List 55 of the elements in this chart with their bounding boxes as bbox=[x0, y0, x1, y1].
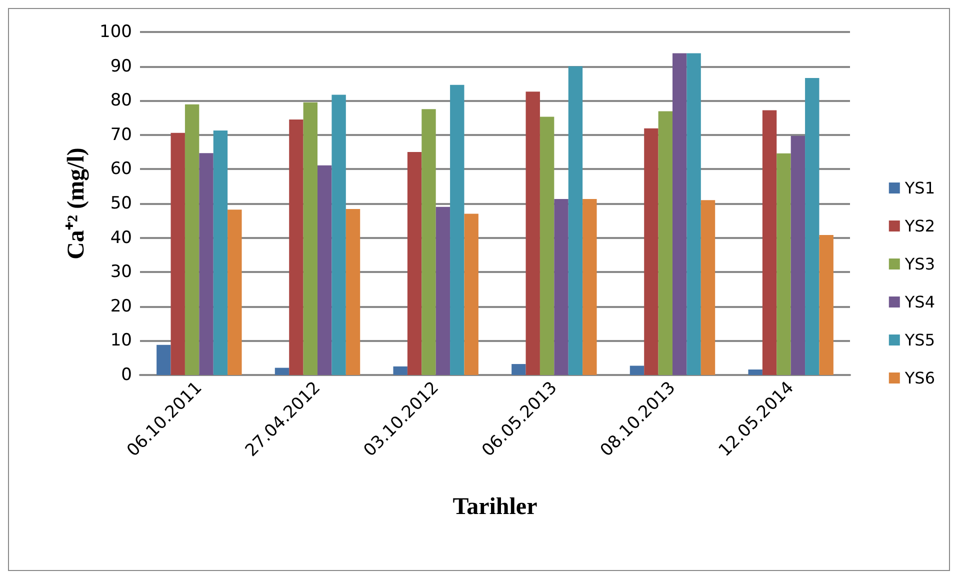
y-tick-label: 20 bbox=[110, 296, 132, 316]
legend-label: YS1 bbox=[904, 178, 935, 198]
bar bbox=[199, 153, 214, 375]
bar bbox=[700, 200, 716, 375]
y-tick-label: 30 bbox=[110, 262, 132, 282]
x-axis-title: Tarihler bbox=[452, 494, 538, 520]
bar bbox=[526, 92, 540, 375]
y-tick-label: 0 bbox=[121, 365, 132, 385]
bar bbox=[213, 130, 228, 375]
legend-label: YS2 bbox=[904, 216, 935, 236]
bar bbox=[170, 132, 185, 375]
y-tick-label: 10 bbox=[110, 330, 132, 351]
bar bbox=[228, 210, 242, 375]
bar bbox=[672, 53, 687, 375]
bar bbox=[156, 344, 171, 375]
bar bbox=[289, 119, 304, 375]
bar bbox=[407, 152, 422, 375]
bar bbox=[658, 111, 672, 375]
bar bbox=[332, 94, 346, 375]
bar bbox=[464, 214, 478, 375]
y-tick-label: 90 bbox=[110, 56, 132, 76]
bar bbox=[568, 66, 583, 375]
legend-label: YS5 bbox=[904, 330, 935, 350]
bar bbox=[303, 102, 318, 375]
y-tick-label: 70 bbox=[110, 124, 132, 145]
legend-label: YS3 bbox=[904, 254, 935, 274]
legend-label: YS4 bbox=[904, 292, 935, 312]
y-tick-label: 100 bbox=[100, 22, 132, 42]
bar bbox=[686, 53, 701, 375]
bar bbox=[540, 116, 554, 375]
bar bbox=[450, 84, 464, 375]
y-tick-label: 40 bbox=[110, 228, 132, 248]
bar bbox=[346, 208, 360, 375]
bar bbox=[644, 128, 658, 375]
bar bbox=[762, 110, 777, 375]
bar bbox=[630, 366, 644, 375]
bar bbox=[512, 364, 526, 375]
bar bbox=[422, 109, 436, 375]
bar bbox=[393, 366, 408, 375]
bar bbox=[805, 78, 820, 375]
bar bbox=[776, 153, 791, 375]
bar bbox=[554, 199, 568, 375]
legend-label: YS6 bbox=[904, 368, 935, 388]
y-tick-label: 60 bbox=[110, 159, 132, 180]
bar bbox=[184, 104, 200, 375]
bar bbox=[436, 206, 450, 375]
y-tick-label: 50 bbox=[110, 194, 132, 214]
bar bbox=[748, 370, 762, 375]
y-tick-label: 80 bbox=[110, 90, 132, 111]
bar bbox=[790, 136, 806, 375]
y-axis-title: Ca⁺² (mg/l) bbox=[64, 148, 90, 260]
bar bbox=[819, 235, 834, 375]
bar bbox=[582, 199, 597, 375]
bar bbox=[318, 165, 332, 375]
bar bbox=[274, 368, 290, 375]
